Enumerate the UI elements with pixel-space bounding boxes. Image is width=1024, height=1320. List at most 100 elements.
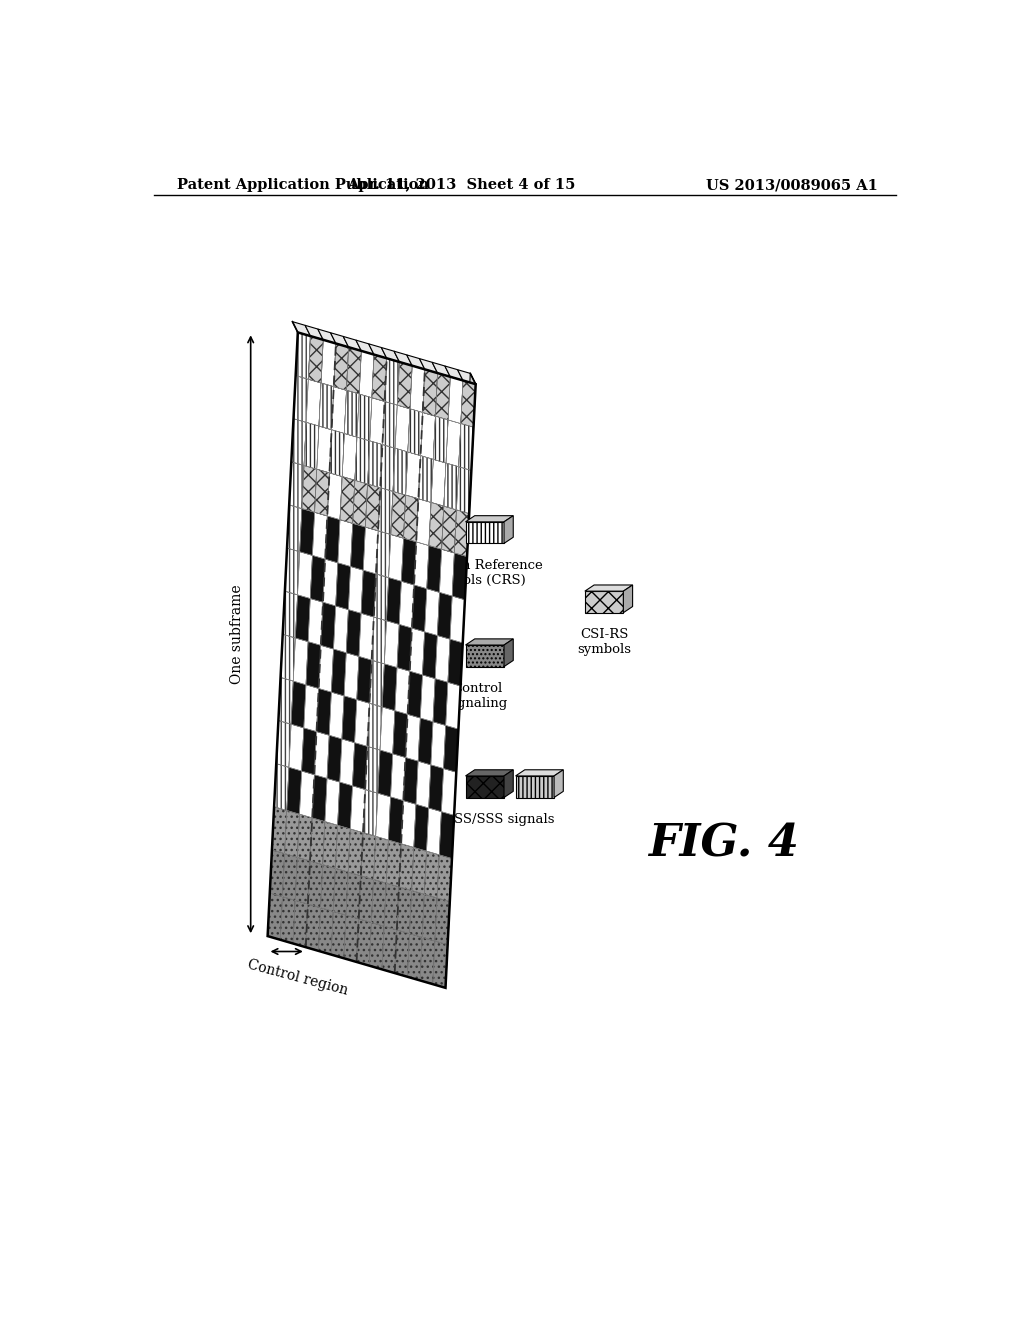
Polygon shape — [462, 503, 469, 557]
Polygon shape — [422, 894, 437, 941]
Polygon shape — [585, 591, 624, 612]
Polygon shape — [356, 341, 374, 355]
Polygon shape — [356, 919, 372, 966]
Polygon shape — [431, 459, 446, 506]
Polygon shape — [461, 380, 476, 428]
Polygon shape — [464, 459, 471, 513]
Polygon shape — [372, 355, 387, 401]
Polygon shape — [298, 552, 312, 598]
Polygon shape — [328, 473, 342, 520]
Polygon shape — [406, 451, 421, 499]
Polygon shape — [360, 833, 376, 879]
Polygon shape — [326, 516, 340, 562]
Polygon shape — [297, 814, 312, 861]
Polygon shape — [458, 370, 476, 384]
Polygon shape — [281, 896, 295, 944]
Polygon shape — [416, 762, 431, 808]
Polygon shape — [421, 412, 435, 459]
Polygon shape — [346, 347, 361, 395]
Polygon shape — [330, 430, 344, 477]
Polygon shape — [358, 875, 374, 923]
Polygon shape — [293, 900, 308, 948]
Polygon shape — [443, 463, 459, 510]
Polygon shape — [322, 339, 336, 387]
Polygon shape — [403, 758, 418, 804]
Polygon shape — [372, 355, 387, 401]
Polygon shape — [389, 535, 403, 581]
Polygon shape — [423, 632, 437, 678]
Polygon shape — [380, 445, 395, 491]
Polygon shape — [306, 379, 322, 426]
Polygon shape — [410, 366, 425, 412]
Polygon shape — [401, 539, 416, 585]
Polygon shape — [378, 750, 393, 797]
Polygon shape — [382, 401, 397, 449]
Polygon shape — [408, 671, 423, 718]
Polygon shape — [312, 775, 327, 821]
Polygon shape — [314, 731, 330, 779]
Polygon shape — [406, 714, 420, 762]
Polygon shape — [342, 433, 357, 480]
Polygon shape — [306, 379, 322, 426]
Polygon shape — [433, 416, 449, 463]
Polygon shape — [279, 677, 293, 725]
Polygon shape — [295, 857, 310, 904]
Polygon shape — [327, 735, 342, 781]
Polygon shape — [395, 668, 410, 714]
Polygon shape — [305, 325, 324, 339]
Polygon shape — [433, 416, 449, 463]
Polygon shape — [416, 762, 431, 808]
Polygon shape — [386, 578, 401, 624]
Polygon shape — [394, 929, 410, 977]
Polygon shape — [372, 616, 386, 664]
Polygon shape — [279, 677, 293, 725]
Polygon shape — [308, 337, 324, 383]
Polygon shape — [327, 735, 342, 781]
Polygon shape — [416, 499, 431, 545]
Polygon shape — [289, 462, 304, 508]
Polygon shape — [414, 543, 429, 589]
Polygon shape — [364, 527, 378, 574]
Text: Control region: Control region — [247, 958, 350, 998]
Polygon shape — [364, 789, 378, 837]
Polygon shape — [393, 710, 408, 758]
Polygon shape — [276, 721, 291, 767]
Polygon shape — [435, 898, 450, 945]
Polygon shape — [346, 347, 361, 395]
Polygon shape — [453, 553, 467, 599]
Polygon shape — [393, 449, 408, 495]
Polygon shape — [554, 770, 563, 797]
Text: One subframe: One subframe — [229, 585, 244, 684]
Polygon shape — [429, 764, 443, 812]
Polygon shape — [439, 812, 454, 858]
Polygon shape — [289, 725, 304, 771]
Polygon shape — [385, 358, 399, 405]
Polygon shape — [466, 645, 504, 667]
Polygon shape — [376, 531, 391, 578]
Polygon shape — [312, 775, 327, 821]
Polygon shape — [457, 467, 471, 513]
Polygon shape — [410, 628, 425, 675]
Polygon shape — [399, 581, 414, 628]
Polygon shape — [338, 520, 352, 566]
Polygon shape — [318, 383, 334, 430]
Polygon shape — [364, 527, 378, 574]
Polygon shape — [391, 491, 406, 539]
Text: Apr. 11, 2013  Sheet 4 of 15: Apr. 11, 2013 Sheet 4 of 15 — [347, 178, 575, 193]
Polygon shape — [318, 383, 334, 430]
Polygon shape — [356, 656, 372, 704]
Polygon shape — [370, 397, 385, 445]
Polygon shape — [410, 891, 424, 937]
Polygon shape — [449, 376, 463, 424]
Polygon shape — [585, 585, 633, 591]
Polygon shape — [340, 739, 354, 785]
Polygon shape — [459, 424, 473, 470]
Polygon shape — [395, 405, 410, 451]
Text: Patent Application Publication: Patent Application Publication — [177, 178, 429, 193]
Polygon shape — [317, 329, 336, 343]
Polygon shape — [397, 362, 412, 409]
Polygon shape — [435, 898, 450, 945]
Polygon shape — [433, 941, 447, 987]
Polygon shape — [287, 506, 302, 552]
Polygon shape — [382, 927, 397, 973]
